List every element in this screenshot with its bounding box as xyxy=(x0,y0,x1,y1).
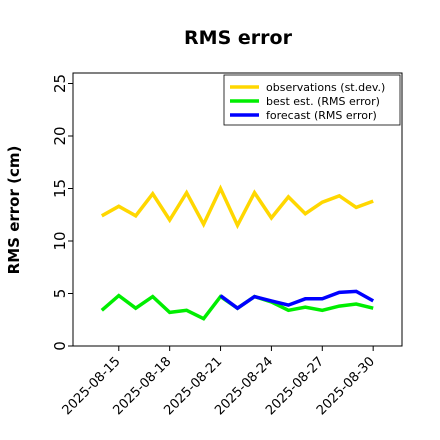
legend-label-observations: observations (st.dev.) xyxy=(266,81,385,94)
series-layer xyxy=(100,184,375,321)
legend: observations (st.dev.) best est. (RMS er… xyxy=(223,74,401,126)
forecast-line xyxy=(219,289,375,311)
chart-title: RMS error xyxy=(184,27,293,49)
y-tick-label: 5 xyxy=(51,289,69,299)
y-tick-label: 10 xyxy=(51,231,69,250)
y-tick-label: 25 xyxy=(51,74,69,93)
y-tick-label: 0 xyxy=(51,341,69,351)
legend-label-best-estimate: best est. (RMS error) xyxy=(266,95,380,108)
legend-label-forecast: forecast (RMS error) xyxy=(266,109,377,122)
y-axis-label: RMS error (cm) xyxy=(5,146,23,275)
y-axis: 0 5 10 15 20 25 xyxy=(51,74,73,351)
x-axis: 2025-08-152025-08-182025-08-212025-08-24… xyxy=(60,346,378,418)
y-tick-label: 15 xyxy=(51,179,69,198)
y-tick-label: 20 xyxy=(51,126,69,145)
observations-line xyxy=(100,184,374,230)
